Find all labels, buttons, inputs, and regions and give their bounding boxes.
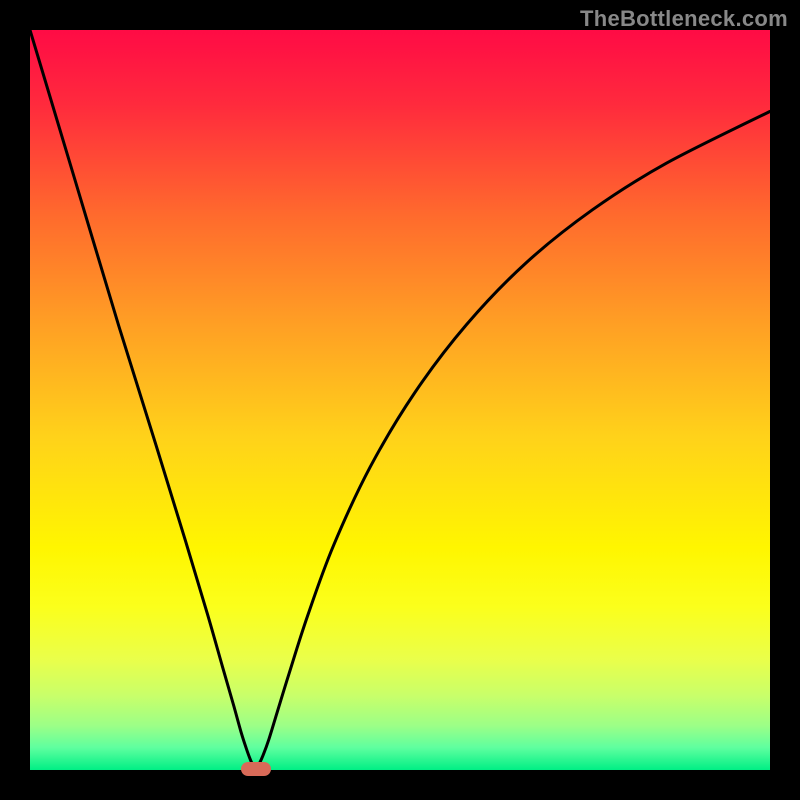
background-gradient	[30, 30, 770, 770]
plot-area	[30, 30, 770, 770]
chart-frame: TheBottleneck.com	[0, 0, 800, 800]
dip-marker	[241, 762, 271, 776]
watermark-text: TheBottleneck.com	[580, 6, 788, 32]
